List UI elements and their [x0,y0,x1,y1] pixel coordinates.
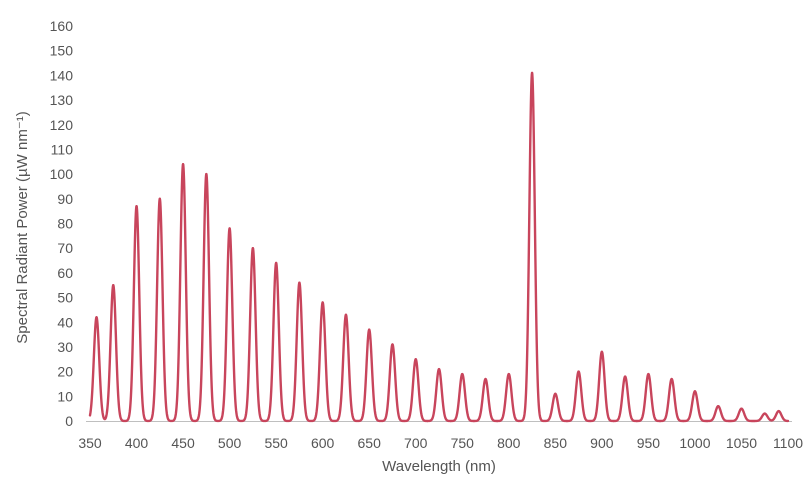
x-tick-label: 350 [78,435,102,451]
y-axis-title: Spectral Radiant Power (µW nm⁻¹) [14,111,31,343]
y-tick-label: 40 [57,314,73,330]
spectrum-peak [181,163,185,166]
spectrum-peak [112,284,115,287]
spectrum-peak [461,372,464,376]
spectrum-peak [391,343,394,346]
spectrum-peak [158,197,161,201]
x-axis-ticks: 350 400 450 500 550 600 650 700 750 800 850 900 950 1… [78,435,803,451]
spectrum-peak [670,377,673,381]
x-tick-label: 1100 [773,435,803,451]
spectrum-peak [777,409,780,413]
spectrum-peak [228,227,231,230]
x-tick-label: 400 [125,435,149,451]
x-tick-label: 500 [218,435,242,451]
x-axis-title: Wavelength (nm) [382,458,496,475]
spectrum-peak [600,350,604,354]
spectrum-peak [437,367,441,371]
y-tick-label: 160 [50,18,74,34]
spectrum-peak [577,370,580,373]
x-tick-label: 600 [311,435,335,451]
spectrum-peak [693,390,697,393]
spectrum-peak [321,301,324,304]
x-tick-label: 650 [358,435,382,451]
y-tick-label: 90 [57,191,73,207]
x-tick-label: 950 [637,435,661,451]
spectrum-peak [623,375,627,378]
x-tick-label: 550 [264,435,288,451]
spectrum-peak [414,358,417,361]
spectrum-peak [205,172,208,176]
y-tick-label: 80 [57,216,73,232]
spectrum-peak [484,377,487,381]
y-tick-label: 30 [57,339,73,355]
y-tick-label: 50 [57,290,73,306]
spectrum-peak [344,313,348,317]
x-tick-label: 800 [497,435,521,451]
x-tick-label: 1000 [679,435,710,451]
y-tick-label: 110 [51,141,74,157]
spectrum-peak [740,407,743,410]
spectrum-peak [530,71,534,75]
spectrum-peak [95,316,98,319]
y-tick-label: 140 [50,67,74,83]
y-tick-label: 0 [65,413,73,429]
spectrum-peak [763,412,766,415]
y-axis-ticks: 0 10 20 30 40 50 60 70 80 90 100 110 120 130 140 150 160 [50,18,74,429]
y-tick-label: 130 [50,92,74,108]
y-tick-label: 150 [50,43,74,59]
spectrum-peak [274,261,278,265]
x-tick-label: 1050 [726,435,757,451]
y-tick-label: 70 [57,240,73,256]
y-tick-label: 100 [50,166,74,182]
y-tick-label: 60 [57,265,73,281]
spectrum-peak [717,404,720,408]
x-tick-label: 700 [404,435,428,451]
spectrum-peak [647,372,650,376]
spectrum-peak [507,372,510,376]
y-tick-label: 10 [57,388,73,404]
spectrum-peak [298,281,301,284]
x-tick-label: 850 [544,435,568,451]
spectrum-peak [251,246,255,250]
spectrum-peak [368,328,371,331]
spectrum-peak [135,205,138,208]
series-group [88,71,790,423]
x-tick-label: 750 [451,435,475,451]
y-tick-label: 20 [57,364,73,380]
x-tick-label: 900 [590,435,614,451]
y-tick-label: 120 [50,117,74,133]
spectrum-peak [554,392,557,396]
x-tick-label: 450 [171,435,195,451]
